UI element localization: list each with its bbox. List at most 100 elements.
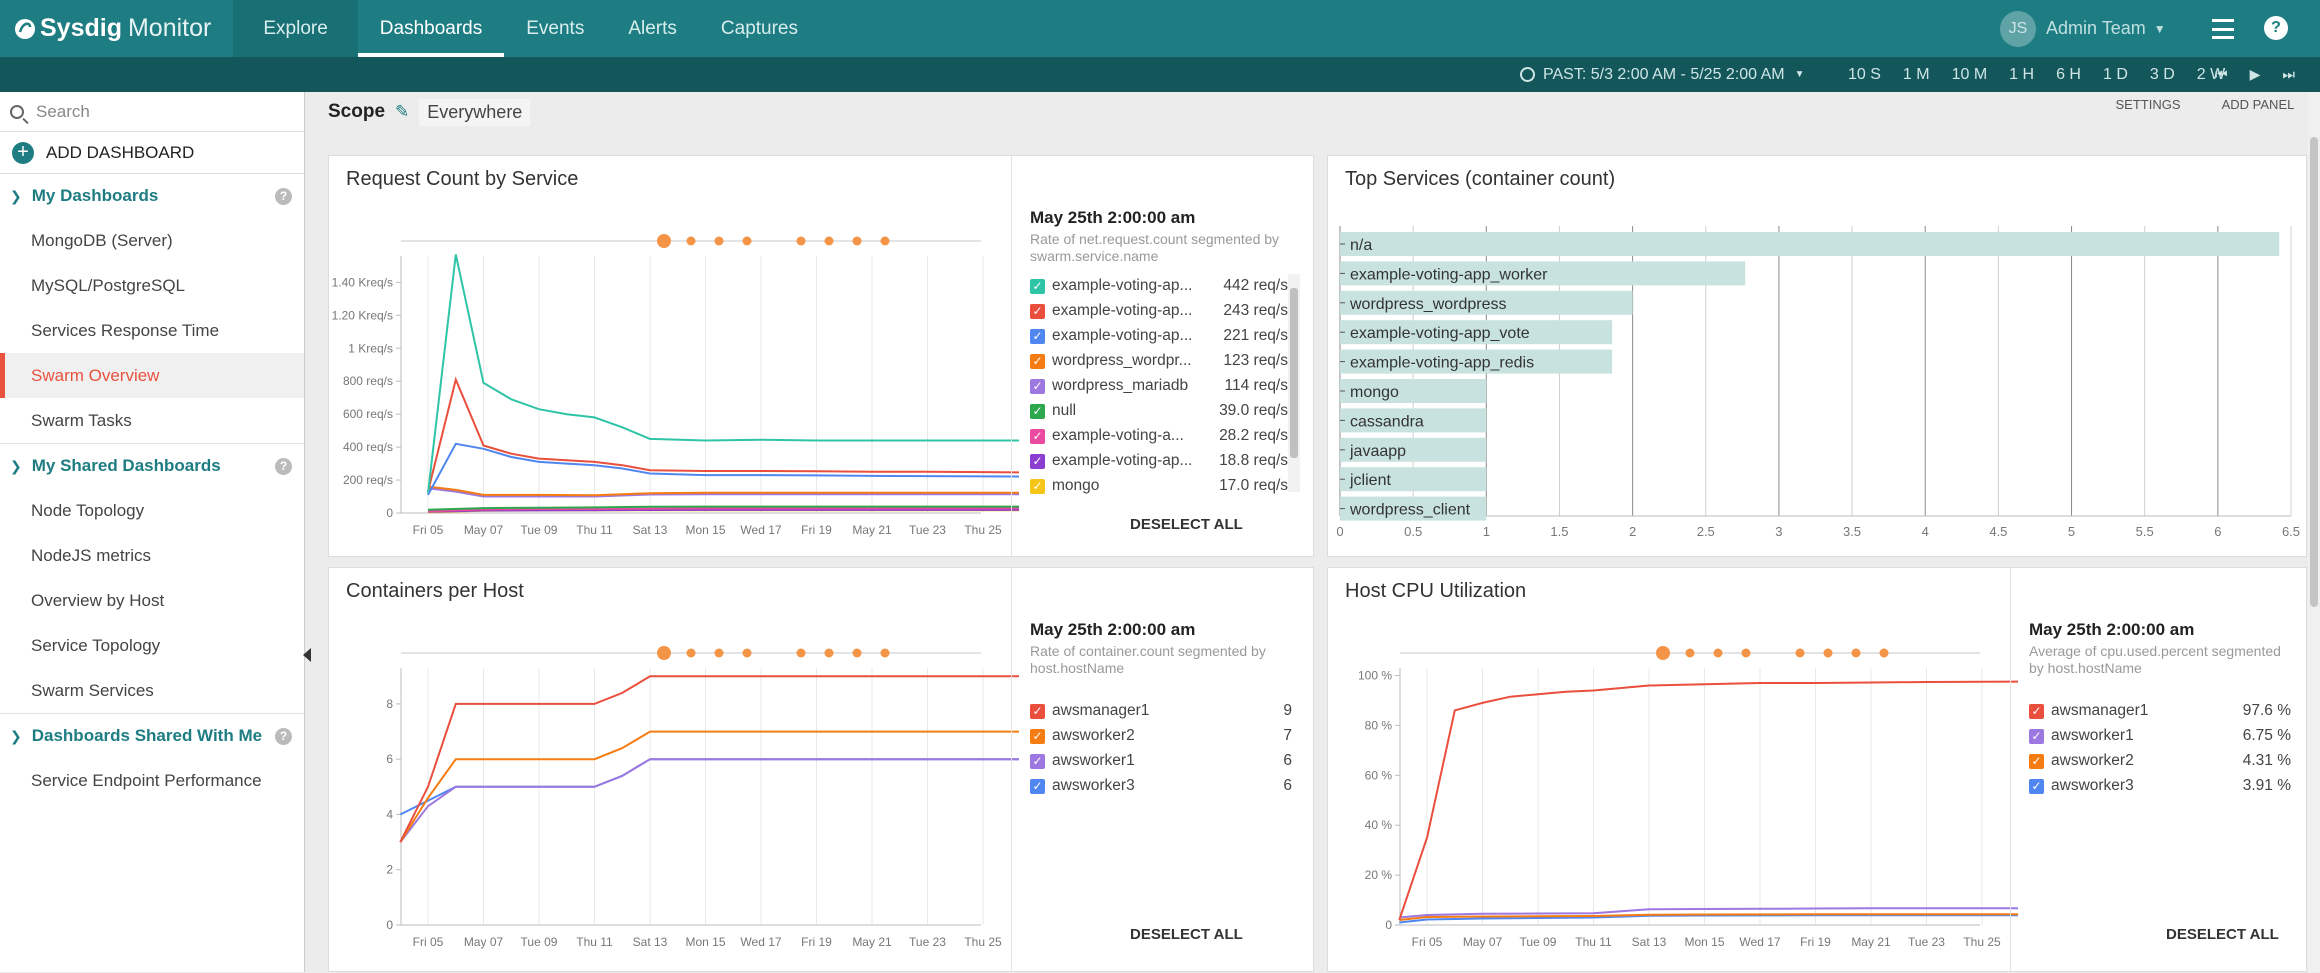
x-tick-label: 3: [1775, 524, 1782, 539]
tab-dashboards[interactable]: Dashboards: [357, 0, 505, 57]
legend-item[interactable]: ✓ awsworker1 6: [1030, 749, 1292, 773]
add-dashboard-button[interactable]: + ADD DASHBOARD: [0, 132, 304, 174]
checkbox-icon[interactable]: ✓: [1030, 378, 1045, 394]
legend-item[interactable]: ✓ awsmanager1 9: [1030, 699, 1292, 723]
checkbox-icon[interactable]: ✓: [2029, 753, 2044, 769]
checkbox-icon[interactable]: ✓: [2029, 778, 2044, 794]
time-range-selector[interactable]: PAST: 5/3 2:00 AM - 5/25 2:00 AM ▼: [1520, 66, 1805, 84]
legend-item[interactable]: ✓ awsworker2 4.31 %: [2029, 749, 2291, 773]
sidebar-item-swarm-overview[interactable]: Swarm Overview: [0, 353, 304, 398]
help-icon[interactable]: ?: [275, 727, 292, 745]
scope-value[interactable]: Everywhere: [419, 98, 531, 126]
skip-back-icon[interactable]: ⏮: [2215, 66, 2228, 82]
sidebar-item-nodejs-metrics[interactable]: NodeJS metrics: [31, 545, 151, 565]
help-icon[interactable]: ?: [275, 187, 292, 205]
legend-item[interactable]: ✓ awsmanager1 97.6 %: [2029, 699, 2291, 723]
x-tick-label: Thu 11: [576, 935, 613, 949]
checkbox-icon[interactable]: ✓: [1030, 353, 1045, 369]
legend-item[interactable]: ✓ example-voting-ap... 243 req/s: [1030, 299, 1288, 323]
checkbox-icon[interactable]: ✓: [1030, 278, 1045, 294]
settings-button[interactable]: SETTINGS: [2115, 97, 2181, 112]
legend-item[interactable]: ✓ awsworker1 6.75 %: [2029, 724, 2291, 748]
tab-events[interactable]: Events: [526, 17, 585, 39]
user-menu[interactable]: JS Admin Team ▼: [2000, 0, 2166, 57]
sidebar-item-services-response[interactable]: Services Response Time: [31, 320, 220, 340]
sidebar-item-mysql[interactable]: MySQL/PostgreSQL: [31, 275, 186, 295]
sysdig-logo[interactable]: Sysdig Monitor: [0, 0, 233, 57]
legend-item[interactable]: ✓ wordpress_wordpr... 123 req/s: [1030, 349, 1288, 373]
scope-bar: Scope ✎ Everywhere SETTINGS ADD PANEL: [318, 92, 2308, 132]
pencil-icon[interactable]: ✎: [395, 102, 410, 121]
legend-item[interactable]: ✓ awsworker3 3.91 %: [2029, 774, 2291, 798]
legend-value: 243 req/s: [1223, 302, 1288, 319]
series-line: [427, 442, 1019, 496]
sidebar-item-service-endpoint[interactable]: Service Endpoint Performance: [31, 770, 262, 790]
sidebar-item-service-topology[interactable]: Service Topology: [31, 635, 161, 655]
legend-scrollbar[interactable]: [1288, 274, 1300, 492]
timeline-dot: [852, 648, 862, 658]
legend-item[interactable]: ✓ mongo 17.0 req/s: [1030, 474, 1288, 498]
page-scrollbar[interactable]: [2308, 92, 2320, 972]
section-my-dashboards[interactable]: ❯ My Dashboards ?: [0, 174, 304, 218]
cpu-chart[interactable]: Fri 05 May 07 Tue 09 Thu 11 Sat 13 Mon 15 Wed …: [1328, 568, 2018, 973]
checkbox-icon[interactable]: ✓: [1030, 778, 1045, 794]
help-icon[interactable]: ?: [275, 457, 292, 475]
checkbox-icon[interactable]: ✓: [1030, 428, 1045, 444]
plus-icon: +: [12, 141, 34, 164]
checkbox-icon[interactable]: ✓: [2029, 728, 2044, 744]
timeline-dot: [742, 648, 752, 658]
skip-forward-icon[interactable]: ⏭: [2282, 66, 2295, 82]
deselect-all-button[interactable]: DESELECT ALL: [1130, 926, 1243, 943]
section-shared-with-me[interactable]: ❯ Dashboards Shared With Me ?: [0, 714, 304, 758]
collapse-sidebar-icon[interactable]: [303, 648, 311, 662]
legend-item[interactable]: ✓ example-voting-ap... 442 req/s: [1030, 274, 1288, 298]
top-services-chart[interactable]: 0 0.5 1 1.5 2 2.5 3 3.5 4 4.5 5 5.5 6 6.5 n/a example-v…: [1328, 156, 2308, 558]
checkbox-icon[interactable]: ✓: [1030, 328, 1045, 344]
y-tick-label: 60 %: [1365, 768, 1393, 782]
zoom-10m[interactable]: 10 M: [1951, 65, 1988, 83]
legend-item[interactable]: ✓ wordpress_mariadb 114 req/s: [1030, 374, 1288, 398]
play-icon[interactable]: ▶: [2249, 66, 2261, 82]
section-my-shared[interactable]: ❯ My Shared Dashboards ?: [0, 444, 304, 488]
zoom-3d[interactable]: 3 D: [2149, 65, 2175, 83]
legend-item[interactable]: ✓ example-voting-ap... 18.8 req/s: [1030, 449, 1288, 473]
checkbox-icon[interactable]: ✓: [1030, 703, 1045, 719]
checkbox-icon[interactable]: ✓: [1030, 403, 1045, 419]
section-title: My Dashboards: [31, 186, 159, 205]
legend-value: 442 req/s: [1223, 277, 1288, 294]
zoom-1h[interactable]: 1 H: [2009, 65, 2035, 83]
legend-item[interactable]: ✓ awsworker3 6: [1030, 774, 1292, 798]
checkbox-icon[interactable]: ✓: [1030, 453, 1045, 469]
sidebar-item-swarm-tasks[interactable]: Swarm Tasks: [31, 410, 132, 430]
menu-icon[interactable]: [2212, 19, 2234, 39]
zoom-10s[interactable]: 10 S: [1848, 65, 1881, 83]
zoom-1m[interactable]: 1 M: [1902, 65, 1930, 83]
tab-alerts[interactable]: Alerts: [628, 17, 677, 39]
legend-item[interactable]: ✓ example-voting-a... 28.2 req/s: [1030, 424, 1288, 448]
sidebar-item-overview-host[interactable]: Overview by Host: [31, 590, 165, 610]
containers-chart[interactable]: Fri 05 May 07 Tue 09 Thu 11 Sat 13 Mon 15 Wed …: [329, 568, 1019, 973]
legend-item[interactable]: ✓ example-voting-ap... 221 req/s: [1030, 324, 1288, 348]
sidebar-item-swarm-services[interactable]: Swarm Services: [31, 680, 154, 700]
zoom-6h[interactable]: 6 H: [2056, 65, 2081, 83]
zoom-2w[interactable]: 2 W: [2196, 65, 2226, 83]
request-count-chart[interactable]: Fri 05 May 07 Tue 09 Thu 11 Sat 13 Mon 15 Wed …: [329, 156, 1019, 558]
legend-item[interactable]: ✓ null 39.0 req/s: [1030, 399, 1288, 423]
checkbox-icon[interactable]: ✓: [1030, 303, 1045, 319]
add-panel-button[interactable]: ADD PANEL: [2221, 97, 2295, 112]
deselect-all-button[interactable]: DESELECT ALL: [1130, 516, 1243, 533]
checkbox-icon[interactable]: ✓: [1030, 753, 1045, 769]
sidebar-item-mongodb[interactable]: MongoDB (Server): [31, 230, 173, 250]
deselect-all-button[interactable]: DESELECT ALL: [2166, 926, 2279, 943]
sidebar-item-node-topology[interactable]: Node Topology: [31, 500, 145, 520]
legend: May 25th 2:00:00 am Rate of net.request.…: [1011, 156, 1315, 558]
checkbox-icon[interactable]: ✓: [1030, 728, 1045, 744]
zoom-1d[interactable]: 1 D: [2102, 65, 2128, 83]
legend-item[interactable]: ✓ awsworker2 7: [1030, 724, 1292, 748]
help-icon[interactable]: ?: [2264, 16, 2288, 40]
search-input[interactable]: Search: [0, 92, 304, 132]
checkbox-icon[interactable]: ✓: [2029, 703, 2044, 719]
tab-captures[interactable]: Captures: [720, 17, 799, 39]
tab-explore[interactable]: Explore: [233, 0, 358, 57]
checkbox-icon[interactable]: ✓: [1030, 478, 1045, 494]
